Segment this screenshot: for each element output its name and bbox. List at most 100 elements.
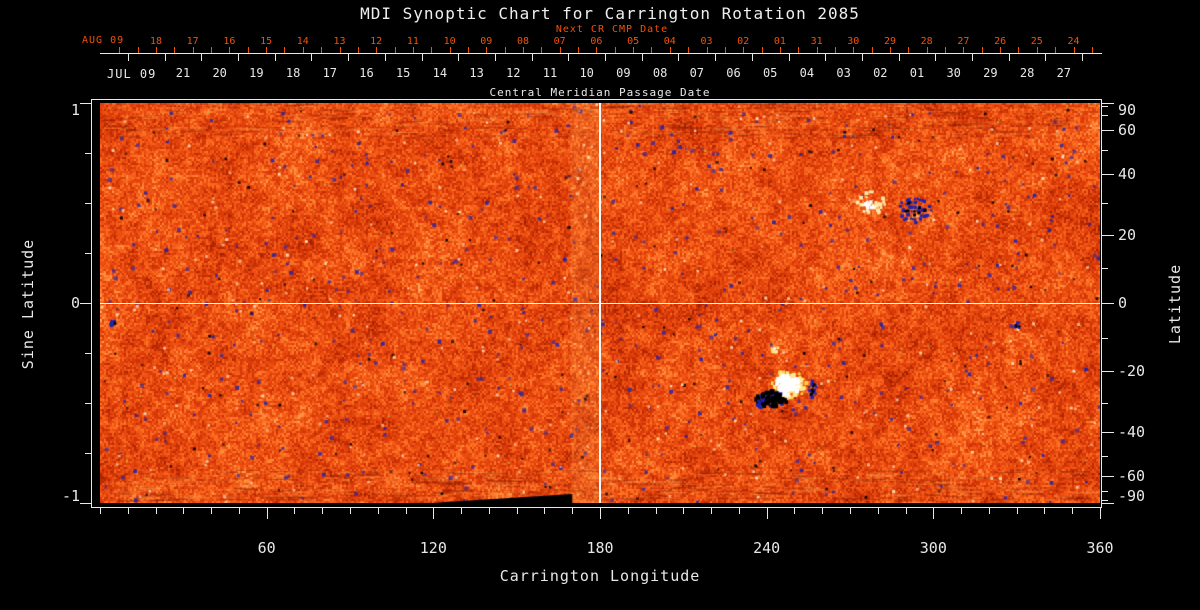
cmp-day-tick xyxy=(458,54,460,61)
cmp-month-label: JUL 09 xyxy=(107,67,157,81)
longitude-minor-tick xyxy=(850,508,851,514)
latitude-tick-label: 0 xyxy=(1118,294,1128,312)
next-cr-tick xyxy=(394,47,396,53)
next-cr-tick xyxy=(633,47,635,53)
next-cr-tick xyxy=(119,47,121,53)
next-cr-tick xyxy=(669,47,671,53)
next-cr-day-label: 12 xyxy=(370,36,383,47)
longitude-minor-tick xyxy=(877,508,879,514)
cmp-day-label: 20 xyxy=(212,66,227,80)
next-cr-tick xyxy=(137,47,139,53)
cmp-day-label: 30 xyxy=(946,66,961,80)
next-cr-tick xyxy=(908,47,910,53)
latitude-major-tick xyxy=(1102,503,1114,504)
longitude-major-tick xyxy=(600,508,601,519)
longitude-minor-tick xyxy=(627,508,629,514)
cmp-day-tick xyxy=(274,54,276,61)
longitude-minor-tick xyxy=(127,508,129,514)
next-cr-tick xyxy=(1091,47,1093,53)
longitude-minor-tick xyxy=(794,508,796,514)
next-cr-day-label: 02 xyxy=(737,36,750,47)
next-cr-tick xyxy=(743,47,745,53)
longitude-major-tick xyxy=(266,508,268,519)
cmp-day-tick xyxy=(348,54,350,61)
cmp-day-label: 16 xyxy=(359,66,374,80)
next-cr-tick xyxy=(449,47,451,53)
next-cr-tick xyxy=(871,47,873,53)
longitude-tick-label: 180 xyxy=(586,539,614,557)
cmp-day-tick xyxy=(421,54,423,61)
cmp-day-tick xyxy=(568,54,570,61)
latitude-major-tick xyxy=(1102,371,1114,373)
longitude-minor-tick xyxy=(405,508,407,514)
longitude-tick-label: 300 xyxy=(919,539,947,557)
next-cr-day-label: 06 xyxy=(590,36,603,47)
next-cr-day-label: 28 xyxy=(920,36,933,47)
longitude-tick-label: 60 xyxy=(257,539,276,557)
next-cr-tick xyxy=(192,47,194,53)
longitude-minor-tick xyxy=(905,508,907,514)
next-cr-day-label: 10 xyxy=(443,36,456,47)
cmp-day-tick xyxy=(935,54,937,61)
next-cr-tick xyxy=(761,47,763,53)
cmp-day-label: 02 xyxy=(873,66,888,80)
next-cr-tick xyxy=(779,47,781,53)
next-cr-day-label: 25 xyxy=(1030,36,1043,47)
cmp-day-label: 21 xyxy=(175,66,191,80)
cmp-day-label: 12 xyxy=(506,66,521,80)
cmp-day-tick xyxy=(751,54,753,61)
next-cr-tick xyxy=(798,47,800,53)
longitude-minor-tick xyxy=(100,508,101,514)
sine-major-tick xyxy=(80,103,91,104)
next-cr-day-label: 26 xyxy=(994,36,1007,47)
cmp-day-tick xyxy=(972,54,974,61)
latitude-major-tick xyxy=(1102,431,1114,433)
next-cr-day-label: 30 xyxy=(847,36,860,47)
longitude-minor-tick xyxy=(738,508,740,514)
next-cr-tick xyxy=(467,47,469,53)
cmp-day-tick xyxy=(238,54,240,61)
latitude-minor-tick xyxy=(1102,149,1108,151)
next-cr-tick xyxy=(266,47,268,53)
next-cr-tick xyxy=(963,47,965,53)
longitude-tick-label: 240 xyxy=(753,539,781,557)
next-cr-day-label: 24 xyxy=(1067,36,1080,47)
cmp-day-tick xyxy=(641,54,643,61)
cmp-day-tick xyxy=(531,54,533,61)
cmp-axis-title: Central Meridian Passage Date xyxy=(489,86,711,99)
cmp-day-tick xyxy=(1082,54,1084,61)
crosshair-horizontal-line xyxy=(100,303,1100,304)
sine-major-tick xyxy=(80,303,91,304)
next-cr-day-label: 16 xyxy=(223,36,236,47)
latitude-tick-label: 20 xyxy=(1118,225,1137,244)
longitude-minor-tick xyxy=(488,508,490,514)
longitude-major-tick xyxy=(933,508,935,519)
next-cr-tick xyxy=(578,47,580,53)
latitude-minor-tick xyxy=(1102,499,1108,501)
latitude-major-tick xyxy=(1102,476,1114,478)
sine-minor-tick xyxy=(85,403,91,404)
latitude-tick-label: -60 xyxy=(1118,467,1146,486)
cmp-day-label: 19 xyxy=(249,66,264,80)
next-rotation-month-label: AUG 09 xyxy=(82,35,125,46)
next-cr-day-label: 03 xyxy=(700,36,713,47)
next-cr-tick xyxy=(523,47,524,53)
sine-tick-label: 1 xyxy=(70,101,80,119)
longitude-minor-tick xyxy=(516,508,518,514)
latitude-minor-tick xyxy=(1102,337,1108,339)
next-cr-tick xyxy=(945,47,947,53)
latitude-minor-tick xyxy=(1102,456,1108,458)
next-cr-tick xyxy=(559,47,561,53)
cmp-day-tick xyxy=(825,54,827,61)
latitude-major-tick xyxy=(1102,234,1114,236)
next-cr-day-label: 27 xyxy=(957,36,970,47)
next-cr-tick xyxy=(981,47,983,53)
longitude-minor-tick xyxy=(1044,508,1046,514)
next-cr-tick xyxy=(541,47,543,53)
longitude-major-tick xyxy=(1100,508,1101,519)
latitude-major-tick xyxy=(1102,129,1114,131)
longitude-minor-tick xyxy=(238,508,240,514)
cmp-day-tick xyxy=(127,54,129,61)
next-cr-cmp-date-label: Next CR CMP Date xyxy=(555,24,669,35)
